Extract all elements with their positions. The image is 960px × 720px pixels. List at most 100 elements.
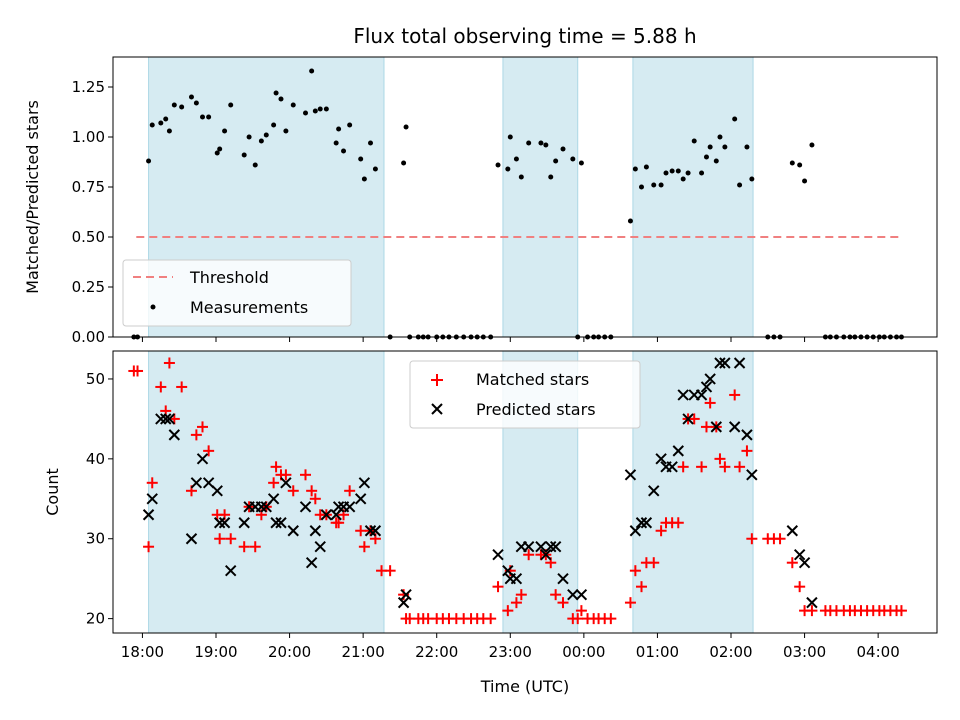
predicted-star-point bbox=[275, 517, 287, 529]
measurement-point bbox=[526, 140, 532, 146]
measurement-point bbox=[217, 146, 223, 152]
measurement-point bbox=[722, 144, 728, 150]
x-tick-label: 22:00 bbox=[415, 643, 458, 661]
predicted-star-point bbox=[185, 533, 198, 545]
matched-star-point bbox=[572, 613, 584, 625]
measurement-point bbox=[548, 174, 554, 180]
predicted-star-point bbox=[314, 541, 326, 553]
predicted-star-point bbox=[624, 469, 637, 481]
predicted-star-point bbox=[358, 477, 371, 489]
matched-star-point bbox=[677, 461, 689, 473]
measurement-point bbox=[246, 134, 252, 140]
measurement-point bbox=[312, 108, 318, 114]
measurement-point bbox=[717, 134, 723, 140]
x-tick-label: 01:00 bbox=[636, 643, 679, 661]
measurement-point bbox=[309, 68, 315, 74]
predicted-star-point bbox=[682, 413, 694, 425]
predicted-star-point bbox=[806, 596, 818, 609]
matched-star-point bbox=[895, 605, 907, 617]
matched-star-point bbox=[287, 485, 299, 497]
predicted-star-point bbox=[704, 373, 716, 385]
matched-star-point bbox=[146, 477, 158, 489]
measurement-point bbox=[252, 162, 258, 168]
measurement-point bbox=[643, 164, 649, 170]
measurement-point bbox=[744, 144, 750, 150]
matched-star-point bbox=[696, 461, 708, 473]
matched-star-point bbox=[515, 589, 527, 601]
predicted-star-points bbox=[142, 357, 818, 609]
predicted-star-point bbox=[798, 556, 811, 569]
matched-star-point bbox=[741, 445, 753, 457]
predicted-star-point bbox=[666, 461, 678, 473]
x-tick-label: 04:00 bbox=[857, 643, 900, 661]
measurement-point bbox=[336, 126, 342, 132]
measurement-point bbox=[627, 218, 633, 224]
measurement-point bbox=[789, 160, 795, 166]
predicted-star-point bbox=[575, 588, 588, 601]
matched-star-point bbox=[502, 605, 514, 617]
bottom-y-ticks: 20 30 40 50 bbox=[86, 370, 113, 628]
predicted-star-point bbox=[255, 501, 268, 513]
measurement-point bbox=[570, 156, 576, 162]
predicted-star-point bbox=[397, 596, 410, 609]
predicted-star-point bbox=[786, 525, 799, 537]
measurement-point bbox=[538, 140, 544, 146]
predicted-star-point bbox=[629, 525, 642, 537]
measurement-point bbox=[703, 154, 709, 160]
predicted-star-point bbox=[714, 357, 726, 369]
matched-star-point bbox=[719, 461, 731, 473]
top-legend-box bbox=[122, 259, 352, 327]
measurement-point bbox=[271, 122, 277, 128]
predicted-star-point bbox=[225, 564, 237, 577]
measurement-point bbox=[513, 156, 519, 162]
predicted-star-point bbox=[213, 517, 226, 529]
predicted-star-point bbox=[695, 389, 708, 401]
matched-star-point bbox=[163, 357, 175, 369]
matched-star-point bbox=[485, 613, 497, 625]
measurement-point bbox=[263, 132, 269, 138]
measurement-point bbox=[368, 140, 373, 146]
predicted-star-point bbox=[280, 477, 292, 489]
matched-star-point bbox=[344, 485, 356, 497]
top-legend: Threshold Measurements bbox=[122, 259, 352, 327]
matched-star-point bbox=[309, 493, 321, 505]
bottom-legend: Matched stars Predicted stars bbox=[409, 360, 641, 429]
matched-star-point bbox=[300, 469, 312, 481]
matched-star-point bbox=[635, 581, 647, 593]
predicted-star-point bbox=[354, 493, 367, 505]
measurement-point bbox=[228, 102, 234, 108]
y-tick-label: 0.25 bbox=[72, 278, 105, 296]
predicted-star-point bbox=[677, 389, 689, 401]
measurement-point bbox=[206, 114, 212, 120]
x-tick-label: 20:00 bbox=[268, 643, 311, 661]
predicted-star-point bbox=[299, 501, 312, 513]
matched-star-point bbox=[605, 613, 617, 625]
predicted-star-point bbox=[640, 517, 653, 529]
matched-star-point bbox=[492, 581, 504, 593]
measurement-point bbox=[214, 150, 220, 156]
measurement-point bbox=[341, 148, 347, 154]
y-tick-label: 20 bbox=[86, 610, 105, 628]
predicted-star-point bbox=[557, 572, 569, 585]
measurement-point bbox=[403, 124, 409, 130]
measurement-point bbox=[241, 152, 247, 158]
matched-star-point bbox=[355, 525, 367, 537]
predicted-star-point bbox=[305, 556, 318, 569]
matched-star-point bbox=[734, 461, 746, 473]
measurement-point bbox=[333, 140, 339, 146]
predicted-star-point bbox=[535, 541, 547, 553]
matched-star-point bbox=[270, 461, 282, 473]
predicted-star-point bbox=[287, 525, 299, 537]
measurement-point bbox=[258, 138, 264, 144]
predicted-star-point bbox=[155, 413, 167, 425]
predicted-star-point bbox=[163, 413, 176, 425]
measurement-point bbox=[578, 160, 584, 166]
predicted-star-point bbox=[741, 429, 753, 441]
observing-window bbox=[148, 350, 385, 634]
measurement-point bbox=[685, 170, 691, 176]
predicted-star-point bbox=[160, 413, 172, 425]
predicted-star-point bbox=[746, 469, 758, 481]
measurement-point bbox=[179, 104, 185, 110]
predicted-star-point bbox=[400, 588, 412, 601]
legend-predicted-label: Predicted stars bbox=[476, 400, 596, 419]
